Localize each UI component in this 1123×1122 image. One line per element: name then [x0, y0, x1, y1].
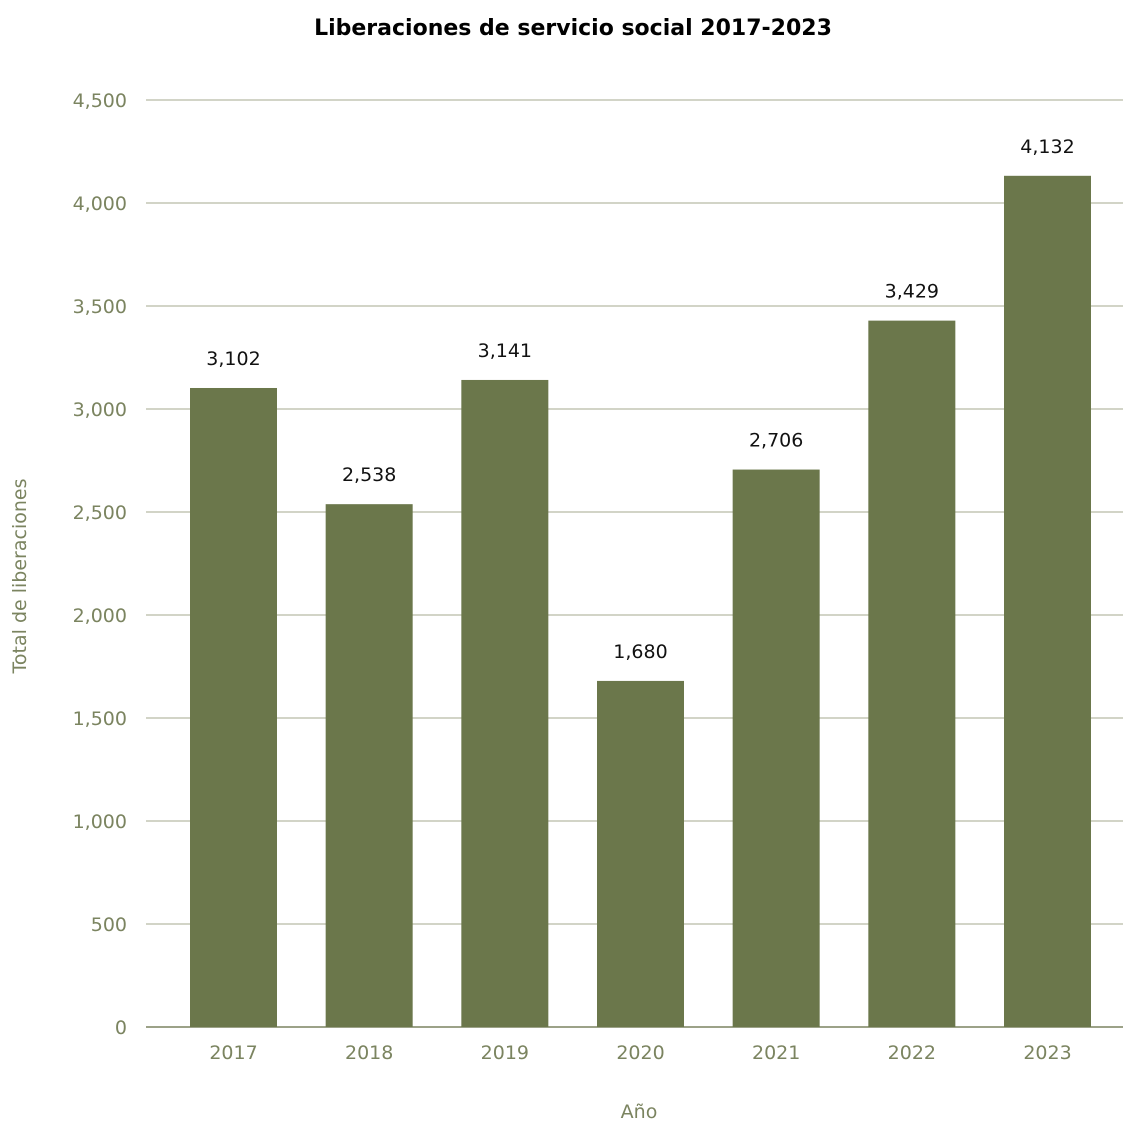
y-tick-label: 4,500	[73, 90, 127, 112]
data-label-2018: 2,538	[342, 464, 396, 486]
x-tick-label: 2022	[888, 1042, 936, 1064]
data-label-2021: 2,706	[749, 430, 803, 452]
y-tick-label: 2,000	[73, 605, 127, 627]
data-label-2023: 4,132	[1020, 136, 1074, 158]
x-axis-ticks: 2017 2018 2019 2020 2021 2022 2023	[209, 1042, 1071, 1064]
data-label-2020: 1,680	[613, 641, 667, 663]
data-label-2022: 3,429	[885, 281, 939, 303]
y-tick-label: 500	[91, 914, 127, 936]
bar-2023	[1004, 175, 1091, 1028]
y-tick-label: 1,000	[73, 811, 127, 833]
bar-2020	[597, 680, 684, 1027]
x-tick-label: 2020	[616, 1042, 664, 1064]
data-labels: 3,102 2,538 3,141 1,680 2,706 3,429 4,132	[206, 136, 1074, 663]
y-tick-label: 3,500	[73, 296, 127, 318]
bar-2019	[461, 379, 549, 1028]
y-tick-label: 2,500	[73, 502, 127, 524]
data-label-2019: 3,141	[478, 340, 532, 362]
gridlines	[146, 99, 1123, 1028]
y-tick-label: 3,000	[73, 399, 127, 421]
x-tick-label: 2019	[481, 1042, 529, 1064]
bar-2021	[732, 469, 820, 1028]
x-tick-label: 2021	[752, 1042, 800, 1064]
x-tick-label: 2018	[345, 1042, 393, 1064]
x-axis-title: Año	[621, 1101, 658, 1122]
chart-title: Liberaciones de servicio social 2017-202…	[314, 16, 832, 41]
bar-2017	[190, 387, 277, 1027]
x-tick-label: 2023	[1023, 1042, 1071, 1064]
y-tick-label: 0	[115, 1017, 127, 1039]
data-label-2017: 3,102	[206, 348, 260, 370]
y-tick-label: 4,000	[73, 193, 127, 215]
bar-2022	[868, 320, 956, 1028]
y-axis-title: Total de liberaciones	[9, 479, 31, 675]
bars	[190, 175, 1091, 1028]
bar-2018	[325, 504, 413, 1027]
y-axis-ticks: 0 500 1,000 1,500 2,000 2,500 3,000 3,500 4,000 4…	[73, 90, 127, 1039]
x-tick-label: 2017	[209, 1042, 257, 1064]
y-tick-label: 1,500	[73, 708, 127, 730]
